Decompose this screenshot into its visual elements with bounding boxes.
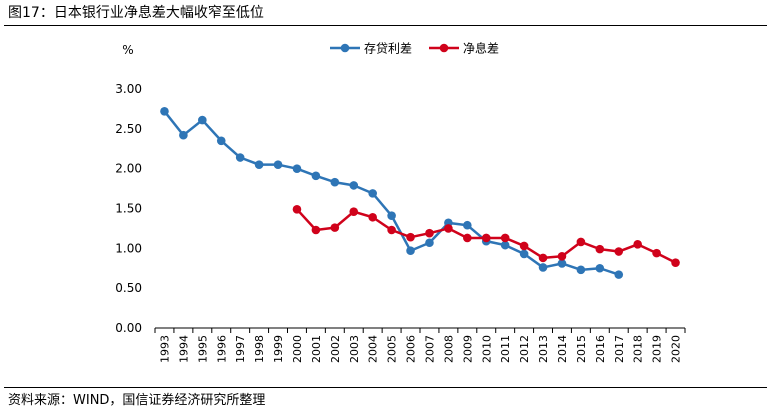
x-tick-label: 2002 xyxy=(329,335,342,363)
data-point xyxy=(500,240,510,250)
data-point xyxy=(387,225,396,235)
x-tick-label: 1993 xyxy=(158,335,171,363)
data-point xyxy=(576,265,586,275)
data-point xyxy=(235,153,245,162)
legend-marker xyxy=(340,43,350,53)
x-tick-label: 1994 xyxy=(177,335,190,363)
series-2 xyxy=(292,204,680,267)
data-point xyxy=(444,224,453,233)
x-tick-label: 2011 xyxy=(499,335,512,363)
x-tick-label: 2009 xyxy=(461,335,474,363)
series-1 xyxy=(160,107,624,279)
x-tick-label: 2015 xyxy=(575,335,588,363)
data-point xyxy=(292,204,302,214)
data-point xyxy=(368,189,377,198)
x-axis: 1993 1994 1995 1996 1997 1998 1999 2000 2001 2002… xyxy=(154,327,686,363)
x-tick-label: 2004 xyxy=(367,335,380,363)
legend-label: 净息差 xyxy=(463,41,499,56)
x-tick-label: 2014 xyxy=(556,335,569,363)
x-tick-label: 2010 xyxy=(480,335,493,363)
data-point xyxy=(311,225,321,235)
y-tick-label: 0.00 xyxy=(115,321,142,335)
source-rule xyxy=(4,387,767,388)
data-point xyxy=(463,233,472,243)
data-point xyxy=(198,115,207,125)
data-point xyxy=(481,233,491,243)
y-tick-label: 0.50 xyxy=(115,281,142,295)
y-axis-unit-label: % xyxy=(122,43,133,57)
x-tick-label: 2001 xyxy=(310,335,323,363)
x-tick-label: 1997 xyxy=(234,335,247,363)
data-point xyxy=(595,244,605,254)
y-tick-label: 2.50 xyxy=(115,122,142,136)
data-point xyxy=(349,207,359,216)
data-point xyxy=(576,237,586,247)
data-point xyxy=(425,238,434,248)
data-point xyxy=(179,130,188,140)
x-tick-label: 1995 xyxy=(196,335,209,363)
x-tick-label: 2008 xyxy=(442,335,455,363)
series-layer xyxy=(160,107,680,279)
x-tick-label: 2016 xyxy=(594,335,607,363)
source-note: 资料来源：WIND，国信证券经济研究所整理 xyxy=(8,393,266,408)
x-tick-label: 2017 xyxy=(613,335,626,363)
data-point xyxy=(633,240,642,249)
data-point xyxy=(160,107,169,116)
x-tick-label: 2005 xyxy=(386,335,399,363)
data-point xyxy=(671,258,680,267)
data-point xyxy=(273,160,283,169)
x-tick-label: 2012 xyxy=(518,335,531,363)
x-tick-label: 2006 xyxy=(405,335,418,363)
legend-marker xyxy=(439,43,449,53)
legend: 存贷利差 净息差 xyxy=(330,41,499,56)
title-rule xyxy=(4,25,767,26)
data-point xyxy=(557,251,567,261)
data-point xyxy=(311,171,321,181)
y-tick-label: 1.00 xyxy=(115,241,142,255)
data-point xyxy=(349,181,359,190)
data-point xyxy=(216,136,226,146)
x-tick-label: 2020 xyxy=(670,335,683,363)
data-point xyxy=(463,220,472,230)
data-point xyxy=(330,223,340,232)
data-point xyxy=(368,212,377,222)
figure-title: 图17：日本银行业净息差大幅收窄至低位 xyxy=(8,5,264,21)
legend-item: 存贷利差 xyxy=(330,42,412,56)
x-tick-label: 2003 xyxy=(348,335,361,363)
data-point xyxy=(538,253,548,263)
x-tick-label: 1996 xyxy=(215,335,228,363)
y-tick-label: 3.00 xyxy=(115,82,142,96)
data-point xyxy=(519,241,529,251)
legend-item: 净息差 xyxy=(429,41,499,56)
data-point xyxy=(614,270,624,279)
data-point xyxy=(519,249,529,259)
x-tick-label: 2000 xyxy=(291,335,304,363)
x-tick-label: 2019 xyxy=(651,335,664,363)
data-point xyxy=(500,233,510,243)
y-tick-label: 1.50 xyxy=(115,202,142,216)
data-point xyxy=(387,211,396,220)
y-tick-label: 2.00 xyxy=(115,162,142,176)
x-tick-label: 2007 xyxy=(423,335,436,363)
data-point xyxy=(425,228,434,238)
x-tick-label: 2018 xyxy=(632,335,645,363)
data-point xyxy=(406,246,415,256)
data-point xyxy=(406,232,415,242)
data-point xyxy=(330,177,340,187)
data-point xyxy=(614,247,624,256)
x-tick-label: 1999 xyxy=(272,335,285,363)
data-point xyxy=(595,263,605,273)
legend-label: 存贷利差 xyxy=(364,42,412,56)
data-point xyxy=(538,263,548,272)
data-point xyxy=(292,164,302,173)
data-point xyxy=(254,160,264,169)
x-tick-label: 1998 xyxy=(253,335,266,363)
data-point xyxy=(557,259,567,268)
series-line xyxy=(163,110,620,276)
x-tick-label: 2013 xyxy=(537,335,550,363)
data-point xyxy=(652,248,661,258)
y-axis: 0.00 0.50 1.00 1.50 2.00 2.50 3.00 xyxy=(115,82,142,335)
